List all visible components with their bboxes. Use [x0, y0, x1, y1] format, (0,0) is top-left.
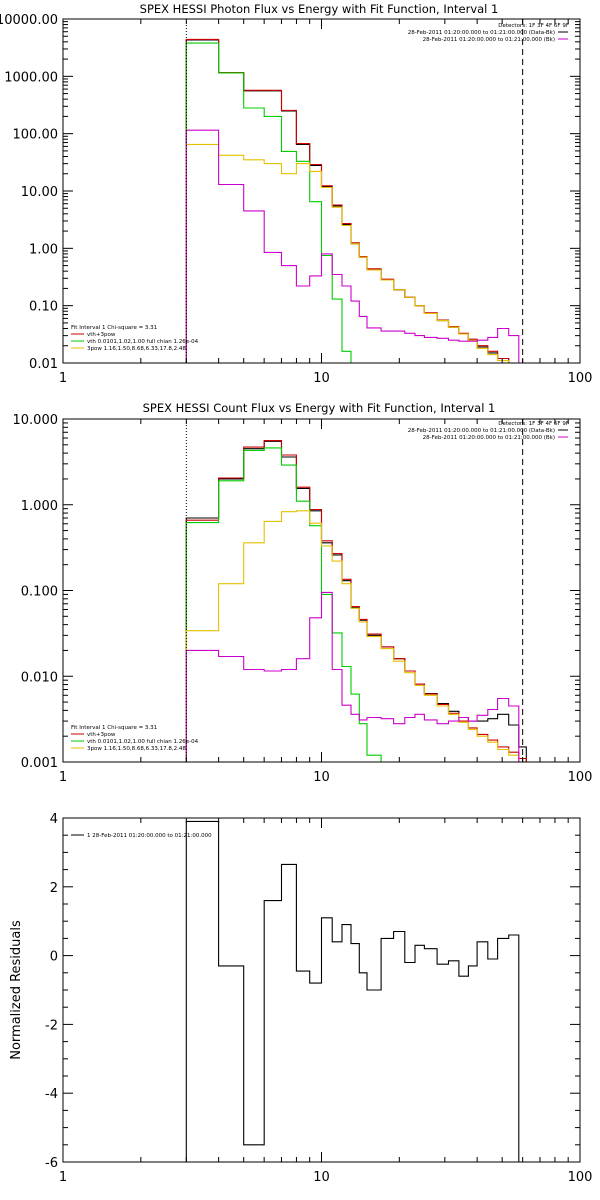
count-flux-fit-powerlaw: 3pow 1.16,1.50,8.68,6.33,17.8,2.48: [87, 746, 186, 752]
photon-flux-y-ticks: [63, 21, 580, 364]
photon-flux-fit-thermal: vth 0.0101,1.02,1.00 full chian 1.26e-04: [87, 339, 199, 345]
residuals-series-0: [185, 820, 520, 1162]
count-flux-legend-bk: 28-Feb-2011 01:20:00.000 to 01:21:00.000…: [423, 435, 555, 441]
residuals-y-ticks: [63, 817, 580, 1163]
photon-flux-panel: SPEX HESSI Photon Flux vs Energy with Fi…: [0, 2, 592, 386]
photon-flux-legend-detectors: Detectors: 1F 3F 4F 6F 9F: [498, 23, 569, 29]
count-flux-x-tick-label: 10: [313, 770, 330, 785]
residuals-x-tick-label: 10: [313, 1170, 330, 1185]
residuals-y-tick-label: 0: [50, 950, 58, 965]
residuals-y-tick-label: -4: [45, 1087, 58, 1102]
count-flux-series-1: [185, 440, 527, 762]
count-flux-legend-top-right: Detectors: 1F 3F 4F 6F 9F 28-Feb-2011 01…: [408, 421, 569, 441]
photon-flux-y-tick-label: 1000.00: [4, 70, 58, 85]
count-flux-x-tick-label: 100: [568, 770, 593, 785]
photon-flux-series-4: [185, 129, 520, 363]
residuals-series-group: [185, 820, 520, 1162]
photon-flux-legend-data-bk: 28-Feb-2011 01:20:00.000 to 01:21:00.000…: [408, 30, 555, 36]
count-flux-x-ticks: [62, 419, 581, 762]
photon-flux-legend-top-right: Detectors: 1F 3F 4F 6F 9F 28-Feb-2011 01…: [408, 23, 569, 43]
residuals-ylabel: Normalized Residuals: [9, 920, 24, 1060]
photon-flux-y-tick-label: 0.01: [29, 357, 58, 372]
residuals-plot-area: 1 10 100 4 2 0 -2 -4 -6: [45, 812, 592, 1185]
photon-flux-series-group: [185, 38, 520, 363]
count-flux-plot-area: 1 10 100 0.001 0.010 0.100 1.000 10.000: [13, 413, 593, 785]
count-flux-legend-data-bk: 28-Feb-2011 01:20:00.000 to 01:21:00.000…: [408, 428, 555, 434]
count-flux-y-tick-label: 0.010: [21, 670, 58, 685]
photon-flux-y-tick-label: 0.10: [29, 300, 58, 315]
photon-flux-fit-powerlaw: 3pow 1.16,1.50,8.68,6.33,17.8,2.48: [87, 346, 186, 352]
residuals-y-tick-label: 2: [50, 881, 58, 896]
photon-flux-legend-bottom-left: Fit Interval 1 Chi-square = 3.31 vth+3po…: [71, 325, 199, 352]
count-flux-legend-bottom-left: Fit Interval 1 Chi-square = 3.31 vth+3po…: [71, 725, 199, 752]
photon-flux-y-tick-label: 1.00: [29, 242, 58, 257]
count-flux-y-tick-label: 10.000: [13, 413, 59, 428]
photon-flux-series-2: [185, 42, 360, 363]
count-flux-fit-thermal: vth 0.0101,1.02,1.00 full chian 1.26e-04: [87, 739, 199, 745]
count-flux-y-tick-label: 1.000: [21, 499, 58, 514]
photon-flux-plot-area: 1 10 100 0.01 0.10 1.00 10.00 100.00 1000.00 1000…: [0, 13, 592, 386]
count-flux-series-3: [185, 510, 527, 762]
photon-flux-x-tick-label: 100: [568, 371, 593, 386]
residuals-y-tick-label: 4: [50, 812, 58, 827]
count-flux-fit-total: vth+3pow: [87, 732, 116, 738]
photon-flux-legend-bk: 28-Feb-2011 01:20:00.000 to 01:21:00.000…: [423, 37, 555, 43]
residuals-legend: 1 28-Feb-2011 01:20:00.000 to 01:21:00.0…: [71, 833, 212, 839]
count-flux-y-tick-label: 0.001: [21, 756, 58, 771]
photon-flux-x-tick-label: 10: [313, 371, 330, 386]
count-flux-series-group: [185, 440, 527, 762]
photon-flux-x-ticks: [62, 19, 581, 363]
count-flux-y-ticks: [63, 422, 580, 763]
photon-flux-title: SPEX HESSI Photon Flux vs Energy with Fi…: [140, 2, 499, 16]
count-flux-series-4: [185, 591, 527, 762]
residuals-panel: Normalized Residuals 1 10 100 4 2 0 -2 -4 -6 1 2…: [9, 812, 592, 1185]
residuals-y-tick-label: -2: [45, 1018, 58, 1033]
photon-flux-series-3: [185, 143, 519, 363]
residuals-y-tick-label: -6: [45, 1156, 58, 1171]
count-flux-x-tick-label: 1: [59, 770, 67, 785]
photon-flux-fit-header: Fit Interval 1 Chi-square = 3.31: [71, 325, 157, 331]
count-flux-panel: SPEX HESSI Count Flux vs Energy with Fit…: [13, 401, 593, 785]
residuals-x-ticks: [62, 818, 581, 1162]
count-flux-legend-detectors: Detectors: 1F 3F 4F 6F 9F: [498, 421, 569, 427]
residuals-x-tick-label: 1: [59, 1170, 67, 1185]
photon-flux-y-tick-label: 100.00: [13, 128, 59, 143]
photon-flux-y-tick-label: 10000.00: [0, 13, 58, 28]
photon-flux-x-tick-label: 1: [59, 371, 67, 386]
photon-flux-fit-total: vth+3pow: [87, 332, 116, 338]
residuals-legend-text: 1 28-Feb-2011 01:20:00.000 to 01:21:00.0…: [87, 833, 212, 839]
count-flux-y-tick-label: 0.100: [21, 585, 58, 600]
residuals-x-tick-label: 100: [568, 1170, 593, 1185]
count-flux-fit-header: Fit Interval 1 Chi-square = 3.31: [71, 725, 157, 731]
count-flux-title: SPEX HESSI Count Flux vs Energy with Fit…: [143, 401, 496, 415]
photon-flux-y-tick-label: 10.00: [21, 185, 58, 200]
